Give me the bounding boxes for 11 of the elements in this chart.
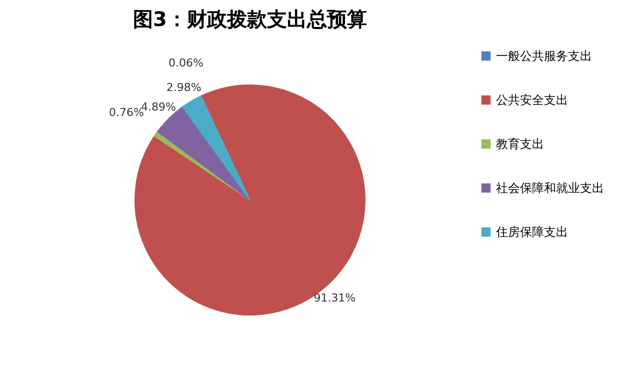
- legend-label: 一般公共服务支出: [496, 49, 592, 63]
- data-label: 0.76%: [108, 106, 144, 120]
- legend-label: 住房保障支出: [495, 225, 568, 239]
- data-label: 91.31%: [314, 292, 356, 305]
- legend-label: 教育支出: [496, 137, 544, 151]
- legend-label: 公共安全支出: [496, 93, 568, 107]
- chart-title: 图3：财政拨款支出总预算: [133, 7, 367, 31]
- legend-label: 社会保障和就业支出: [496, 181, 604, 195]
- data-label: 2.98%: [166, 81, 202, 94]
- pie-slice: [182, 95, 250, 200]
- data-label: 0.06%: [168, 56, 204, 70]
